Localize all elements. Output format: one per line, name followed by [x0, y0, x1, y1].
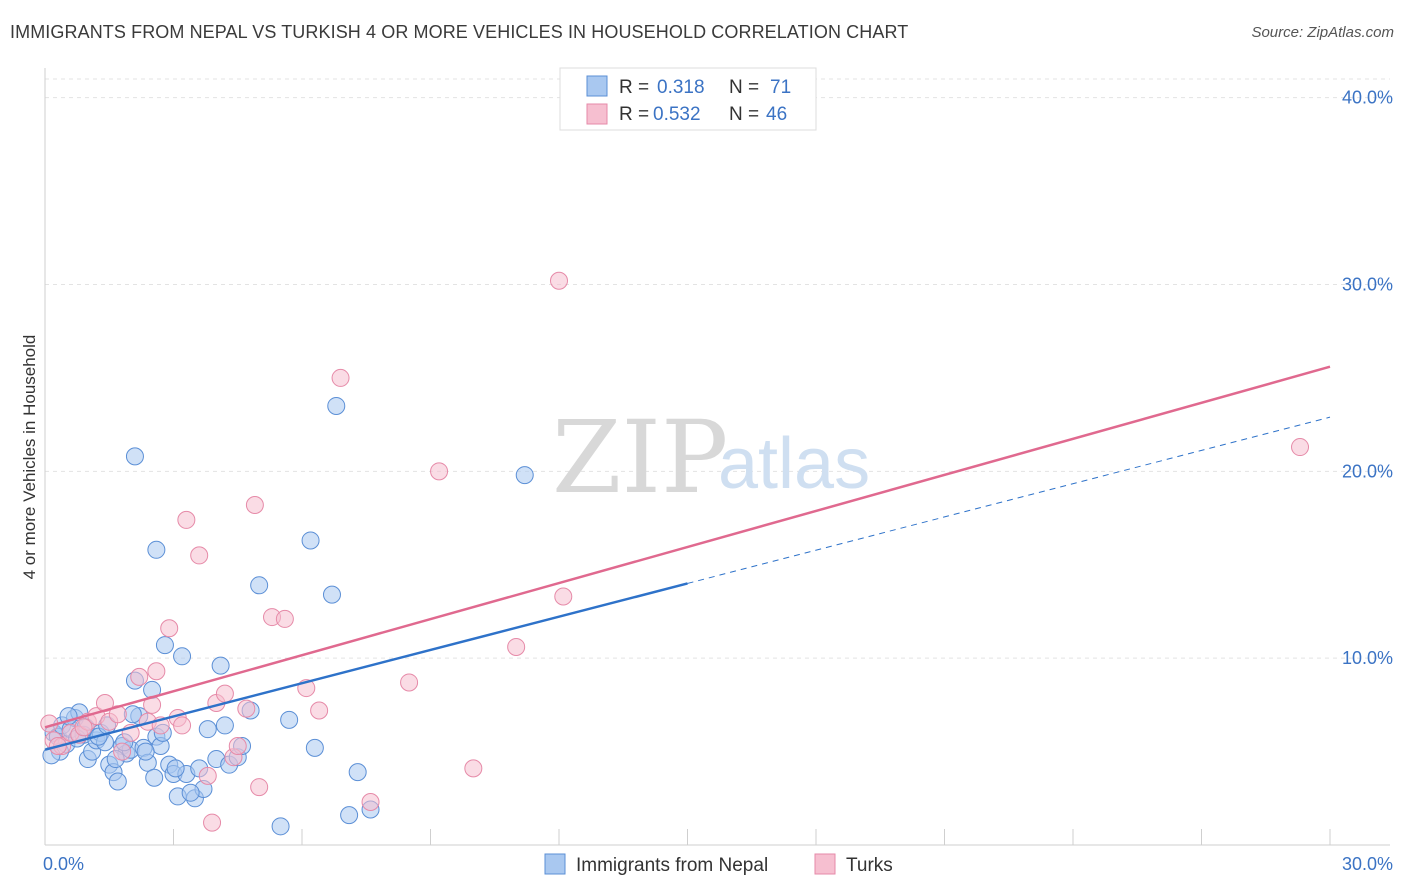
point-turks — [507, 637, 526, 656]
point-turks — [177, 510, 196, 529]
legend-r-value-1: 0.318 — [657, 77, 705, 98]
point-turks — [550, 271, 568, 290]
point-nepal — [327, 396, 346, 415]
point-turks — [237, 699, 256, 718]
bottom-legend-label-nepal: Immigrants from Nepal — [576, 855, 768, 876]
point-nepal — [123, 705, 142, 724]
point-nepal — [125, 447, 144, 466]
point-turks — [250, 778, 269, 797]
bottom-legend: Immigrants from Nepal Turks — [544, 853, 893, 876]
point-turks — [464, 759, 483, 778]
watermark-atlas: atlas — [718, 424, 870, 504]
point-nepal — [271, 817, 290, 836]
point-nepal — [181, 783, 200, 802]
y-tick-label: 20.0% — [1342, 461, 1393, 481]
point-nepal — [215, 716, 234, 735]
point-turks — [173, 716, 192, 735]
point-turks — [400, 673, 419, 692]
legend-r-label-2: R = — [619, 104, 649, 125]
trend-line-nepal-extension — [687, 416, 1331, 584]
bottom-legend-swatch-nepal — [544, 853, 566, 875]
point-nepal — [198, 720, 217, 739]
x-tick-label: 0.0% — [43, 854, 84, 874]
tick-labels: 10.0% 20.0% 30.0% 40.0% 0.0% 30.0% — [43, 88, 1393, 874]
point-turks — [331, 368, 350, 387]
legend-n-value-2: 46 — [766, 104, 787, 125]
point-nepal — [211, 656, 230, 675]
point-nepal — [322, 585, 341, 604]
bottom-legend-swatch-turks — [814, 853, 836, 875]
point-turks — [361, 793, 380, 812]
legend-swatch-nepal — [586, 75, 608, 97]
trend-lines — [44, 365, 1331, 751]
point-turks — [190, 546, 209, 565]
chart-title: IMMIGRANTS FROM NEPAL VS TURKISH 4 OR MO… — [10, 22, 909, 42]
point-nepal — [145, 768, 164, 787]
point-turks — [215, 684, 234, 703]
legend-n-label-2: N = — [729, 104, 759, 125]
point-turks — [310, 701, 329, 720]
point-turks — [147, 662, 166, 681]
point-nepal — [136, 742, 155, 761]
point-nepal — [515, 466, 534, 485]
y-axis-label: 4 or more Vehicles in Household — [20, 335, 39, 580]
point-turks — [275, 609, 294, 628]
point-nepal — [155, 636, 174, 655]
point-turks — [130, 667, 149, 686]
x-tick-label: 30.0% — [1342, 854, 1393, 874]
point-turks — [160, 619, 179, 638]
point-turks — [245, 495, 264, 514]
watermark-zip: ZIP — [552, 399, 728, 516]
point-nepal — [147, 540, 166, 559]
trend-line-nepal — [44, 582, 688, 751]
trend-line-turks — [44, 365, 1331, 729]
grid-lines — [45, 78, 1390, 659]
point-turks — [228, 736, 247, 755]
bottom-legend-label-turks: Turks — [846, 855, 893, 876]
point-nepal — [348, 763, 367, 782]
point-nepal — [301, 531, 320, 550]
point-nepal — [173, 647, 192, 666]
point-nepal — [250, 576, 269, 595]
legend-n-value-1: 71 — [770, 77, 791, 98]
source-label: Source: ZipAtlas.com — [1251, 24, 1394, 41]
legend-swatch-turks — [586, 103, 608, 125]
point-turks — [113, 742, 132, 761]
axes — [44, 68, 1390, 846]
watermark: ZIP atlas — [552, 399, 870, 516]
point-nepal — [108, 772, 127, 791]
point-nepal — [166, 759, 185, 778]
point-turks — [198, 766, 217, 785]
point-turks — [74, 718, 93, 737]
point-turks — [554, 587, 573, 606]
point-nepal — [280, 710, 299, 729]
y-tick-label: 10.0% — [1342, 648, 1393, 668]
legend-r-label-1: R = — [619, 77, 649, 98]
legend: R = 0.318 N = 71 R = 0.532 N = 46 — [559, 67, 817, 131]
point-turks — [430, 462, 449, 481]
point-turks — [1291, 438, 1310, 457]
legend-n-label-1: N = — [729, 77, 759, 98]
legend-r-value-2: 0.532 — [653, 104, 701, 125]
point-nepal — [340, 806, 359, 825]
y-tick-label: 40.0% — [1342, 88, 1393, 108]
point-nepal — [305, 738, 324, 757]
y-tick-label: 30.0% — [1342, 275, 1393, 295]
point-turks — [203, 813, 222, 832]
